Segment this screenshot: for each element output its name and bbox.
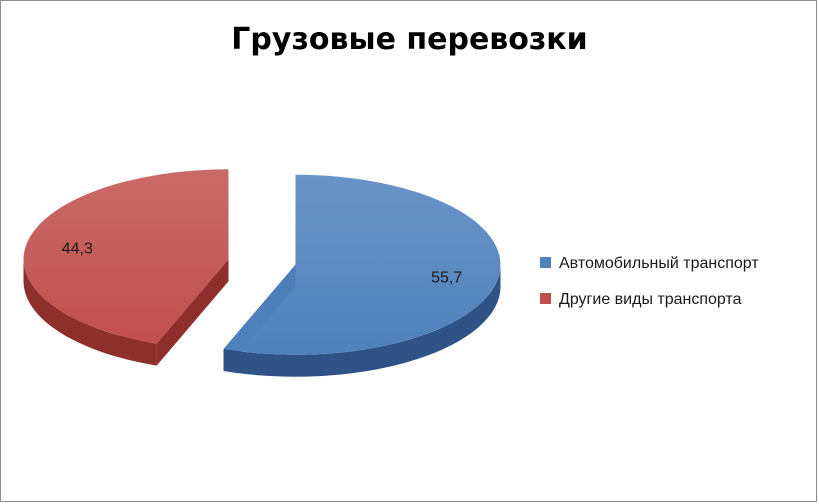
pie-slice-1 — [223, 174, 501, 377]
pie-slice-rim — [23, 259, 157, 366]
legend-label-2: Другие виды транспорта — [559, 291, 742, 308]
chart-title: Грузовые перевозки — [231, 22, 588, 57]
pie-slice-2 — [23, 169, 229, 366]
pie-slice-top — [223, 174, 501, 355]
pie-slice-face — [156, 259, 229, 366]
data-label-1: 55,7 — [431, 270, 462, 287]
legend-label-1: Автомобильный транспорт — [559, 255, 759, 272]
pie-slice-top — [23, 169, 229, 344]
legend-swatch-1 — [540, 257, 551, 268]
pie-slice-rim — [223, 265, 501, 377]
data-label-2: 44,3 — [62, 240, 93, 257]
legend-swatch-2 — [540, 293, 551, 304]
